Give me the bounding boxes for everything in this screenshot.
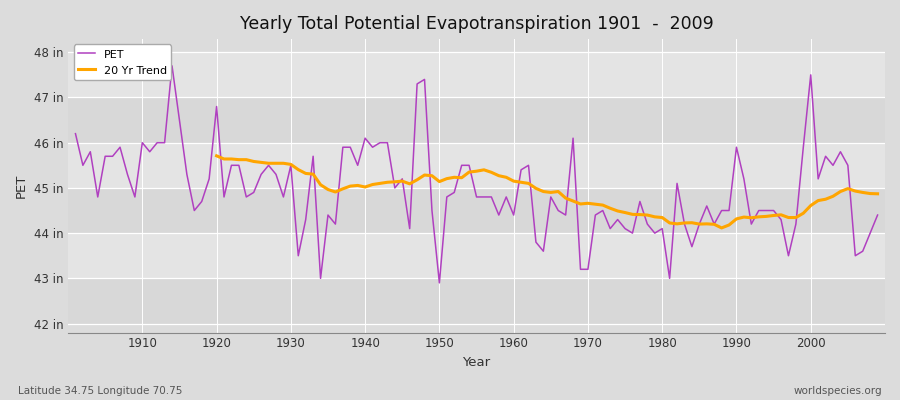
Y-axis label: PET: PET <box>15 174 28 198</box>
X-axis label: Year: Year <box>463 356 491 369</box>
Title: Yearly Total Potential Evapotranspiration 1901  -  2009: Yearly Total Potential Evapotranspiratio… <box>239 15 714 33</box>
Bar <box>68 188 885 233</box>
Bar <box>68 278 885 324</box>
Bar <box>68 233 885 278</box>
20 Yr Trend <box>411 177 422 182</box>
Line: 20 Yr Trend: 20 Yr Trend <box>217 156 878 228</box>
20 Yr Trend <box>783 215 794 220</box>
20 Yr Trend <box>301 171 311 176</box>
20 Yr Trend <box>872 191 883 196</box>
Line: PET: PET <box>76 66 878 283</box>
PET <box>70 131 81 136</box>
20 Yr Trend <box>850 189 860 194</box>
20 Yr Trend <box>716 226 727 230</box>
PET <box>345 145 356 150</box>
PET <box>516 168 526 172</box>
Bar <box>68 98 885 143</box>
PET <box>434 280 445 285</box>
Legend: PET, 20 Yr Trend: PET, 20 Yr Trend <box>74 44 171 80</box>
PET <box>166 64 177 68</box>
PET <box>523 163 534 168</box>
PET <box>301 217 311 222</box>
20 Yr Trend <box>769 213 779 218</box>
Text: worldspecies.org: worldspecies.org <box>794 386 882 396</box>
20 Yr Trend <box>671 222 682 226</box>
PET <box>612 217 623 222</box>
20 Yr Trend <box>212 154 222 158</box>
PET <box>872 213 883 218</box>
Bar <box>68 143 885 188</box>
Text: Latitude 34.75 Longitude 70.75: Latitude 34.75 Longitude 70.75 <box>18 386 183 396</box>
Bar <box>68 52 885 98</box>
PET <box>130 194 140 199</box>
